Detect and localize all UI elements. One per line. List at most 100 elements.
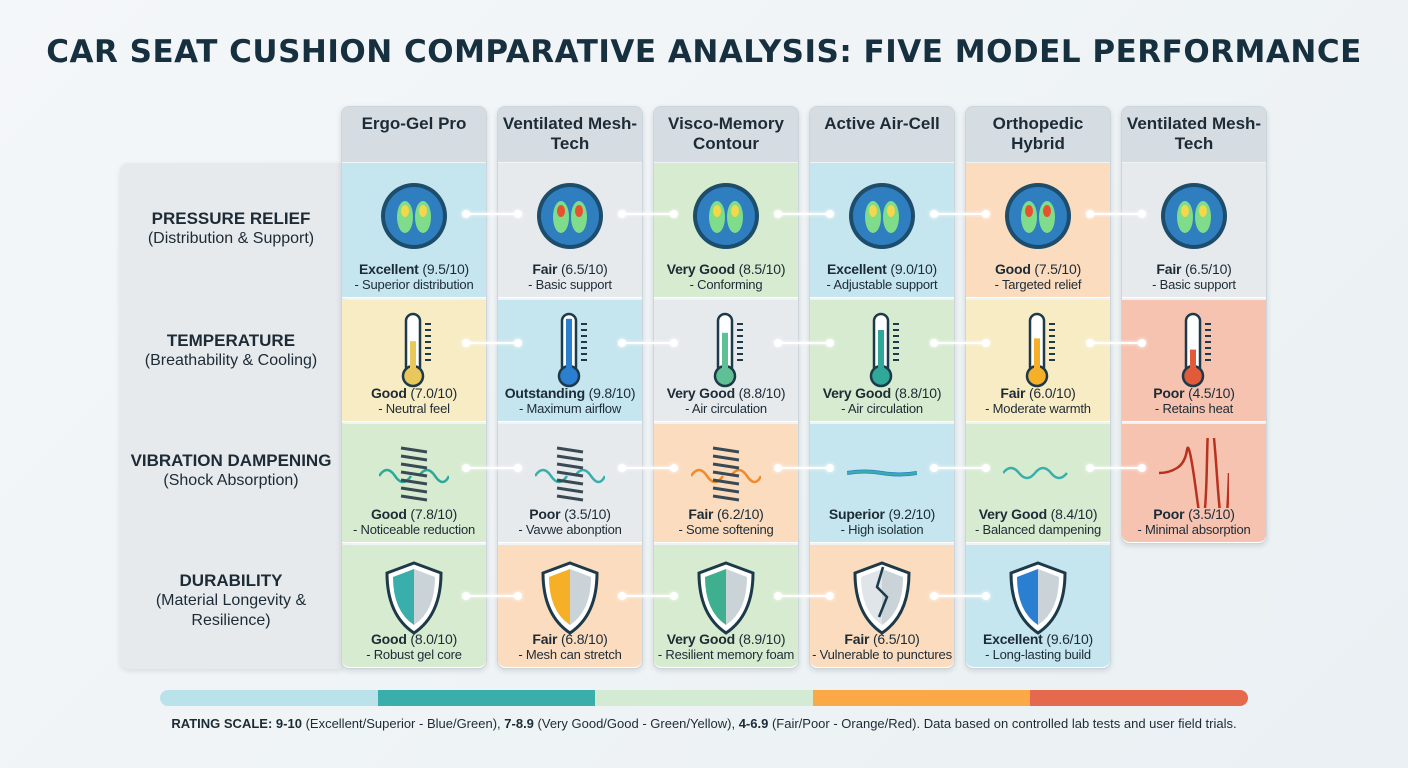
- rating-score: (3.5/10): [564, 506, 611, 522]
- connector-dot: [826, 592, 834, 600]
- rating-label: Excellent: [826, 261, 887, 277]
- connector-dot: [930, 464, 938, 472]
- rating-text: Fair (6.5/10) - Vulnerable to punctures: [812, 631, 952, 662]
- rating-label: Fair: [844, 631, 870, 647]
- page-title: CAR SEAT CUSHION COMPARATIVE ANALYSIS: F…: [46, 34, 1362, 70]
- rating-note: - High isolation: [840, 522, 924, 537]
- rating-note: - Basic support: [1152, 277, 1236, 292]
- rating-cell: Very Good (8.4/10) - Balanced dampening: [966, 424, 1110, 543]
- connector-line: [466, 342, 518, 344]
- rating-text: Good (8.0/10) - Robust gel core: [344, 631, 484, 662]
- rating-line: Very Good (8.5/10): [656, 261, 796, 277]
- rating-note: - Maximum airflow: [518, 401, 622, 416]
- rating-line: Fair (6.5/10): [1124, 261, 1264, 277]
- rating-cell: Good (8.0/10) - Robust gel core: [342, 545, 486, 668]
- row-title: TEMPERATURE: [166, 331, 296, 350]
- connector-line: [778, 342, 830, 344]
- rating-text: Excellent (9.5/10) - Superior distributi…: [344, 261, 484, 292]
- rating-score: (8.0/10): [410, 631, 458, 647]
- rating-label: Fair: [532, 261, 558, 277]
- rating-note: - Basic support: [528, 277, 612, 292]
- rating-text: Very Good (8.8/10) - Air circulation: [656, 385, 796, 416]
- rating-text: Outstanding (9.8/10) - Maximum airflow: [500, 385, 640, 416]
- rating-text: Poor (4.5/10) - Retains heat: [1124, 385, 1264, 416]
- rating-cell: Fair (6.5/10) - Basic support: [498, 163, 642, 298]
- rating-score: (8.4/10): [1050, 506, 1098, 522]
- rating-label: Poor: [529, 506, 561, 522]
- model-header: Ergo-Gel Pro: [342, 106, 486, 162]
- scale-segment: [160, 690, 378, 706]
- rating-text: Fair (6.5/10) - Basic support: [1124, 261, 1264, 292]
- connector-dot: [826, 339, 834, 347]
- connector-line: [934, 342, 986, 344]
- rating-line: Fair (6.2/10): [656, 506, 796, 522]
- rating-cell: Poor (4.5/10) - Retains heat: [1122, 300, 1266, 422]
- connector-dot: [826, 464, 834, 472]
- rating-note: - Air circulation: [841, 401, 923, 416]
- connector-dot: [1138, 210, 1146, 218]
- rating-cell: Good (7.0/10) - Neutral feel: [342, 300, 486, 422]
- connector-dot: [462, 339, 470, 347]
- scale-segment: [595, 690, 813, 706]
- connector-line: [934, 213, 986, 215]
- rating-label: Good: [370, 506, 407, 522]
- connector-dot: [982, 592, 990, 600]
- rating-note: - Balanced dampening: [974, 522, 1102, 537]
- rating-line: Poor (4.5/10): [1124, 385, 1264, 401]
- connector-dot: [930, 210, 938, 218]
- connector-dot: [826, 210, 834, 218]
- row-title: VIBRATION DAMPENING: [130, 451, 332, 470]
- model-header: Orthopedic Hybrid: [966, 106, 1110, 162]
- rating-score: (8.5/10): [738, 261, 786, 277]
- rating-note: - Resilient memory foam: [657, 647, 795, 662]
- rating-score: (6.5/10): [872, 631, 920, 647]
- rating-note: - Vavwe abonption: [518, 522, 622, 537]
- scale-desc: (Very Good/Good - Green/Yellow),: [537, 716, 736, 731]
- rating-cell: Outstanding (9.8/10) - Maximum airflow: [498, 300, 642, 422]
- rating-score: (8.8/10): [894, 385, 942, 401]
- rating-cell: Excellent (9.5/10) - Superior distributi…: [342, 163, 486, 298]
- rating-label: Fair: [1156, 261, 1182, 277]
- rating-scale-bar: [160, 690, 1248, 706]
- connector-dot: [514, 339, 522, 347]
- rating-score: (9.6/10): [1046, 631, 1094, 647]
- rating-label: Very Good: [978, 506, 1047, 522]
- rating-label: Poor: [1153, 385, 1185, 401]
- connector-dot: [618, 210, 626, 218]
- rating-note: - Vulnerable to punctures: [812, 647, 952, 662]
- scale-range: 9-10: [275, 716, 302, 731]
- rating-line: Very Good (8.4/10): [968, 506, 1108, 522]
- scale-segment: [812, 690, 1031, 706]
- connector-line: [778, 595, 830, 597]
- scale-footnote: Data based on controlled lab tests and u…: [923, 716, 1237, 731]
- connector-dot: [774, 592, 782, 600]
- rating-line: Poor (3.5/10): [500, 506, 640, 522]
- connector-dot: [462, 464, 470, 472]
- rating-label: Superior: [828, 506, 885, 522]
- connector-dot: [514, 592, 522, 600]
- rating-label: Very Good: [822, 385, 891, 401]
- rating-note: - Targeted relief: [994, 277, 1082, 292]
- connector-dot: [618, 592, 626, 600]
- model-column: Active Air-Cell Excellent (9.0/10) - Adj…: [809, 106, 955, 669]
- connector-dot: [670, 210, 678, 218]
- row-subtitle: (Distribution & Support): [147, 230, 315, 247]
- rating-text: Fair (6.2/10) - Some softening: [656, 506, 796, 537]
- rating-line: Very Good (8.8/10): [656, 385, 796, 401]
- connector-line: [466, 467, 518, 469]
- connector-dot: [982, 339, 990, 347]
- scale-segment: [377, 690, 596, 706]
- rating-text: Excellent (9.6/10) - Long-lasting build: [968, 631, 1108, 662]
- row-title: DURABILITY: [179, 571, 283, 590]
- scale-desc: (Excellent/Superior - Blue/Green),: [305, 716, 501, 731]
- rating-score: (8.9/10): [738, 631, 786, 647]
- rating-cell: Excellent (9.0/10) - Adjustable support: [810, 163, 954, 298]
- rating-line: Good (7.0/10): [344, 385, 484, 401]
- rating-cell: Fair (6.0/10) - Moderate warmth: [966, 300, 1110, 422]
- rating-text: Very Good (8.8/10) - Air circulation: [812, 385, 952, 416]
- rating-note: - Noticeable reduction: [352, 522, 476, 537]
- connector-dot: [982, 210, 990, 218]
- connector-dot: [618, 339, 626, 347]
- rating-line: Very Good (8.9/10): [656, 631, 796, 647]
- rating-label: Good: [370, 385, 407, 401]
